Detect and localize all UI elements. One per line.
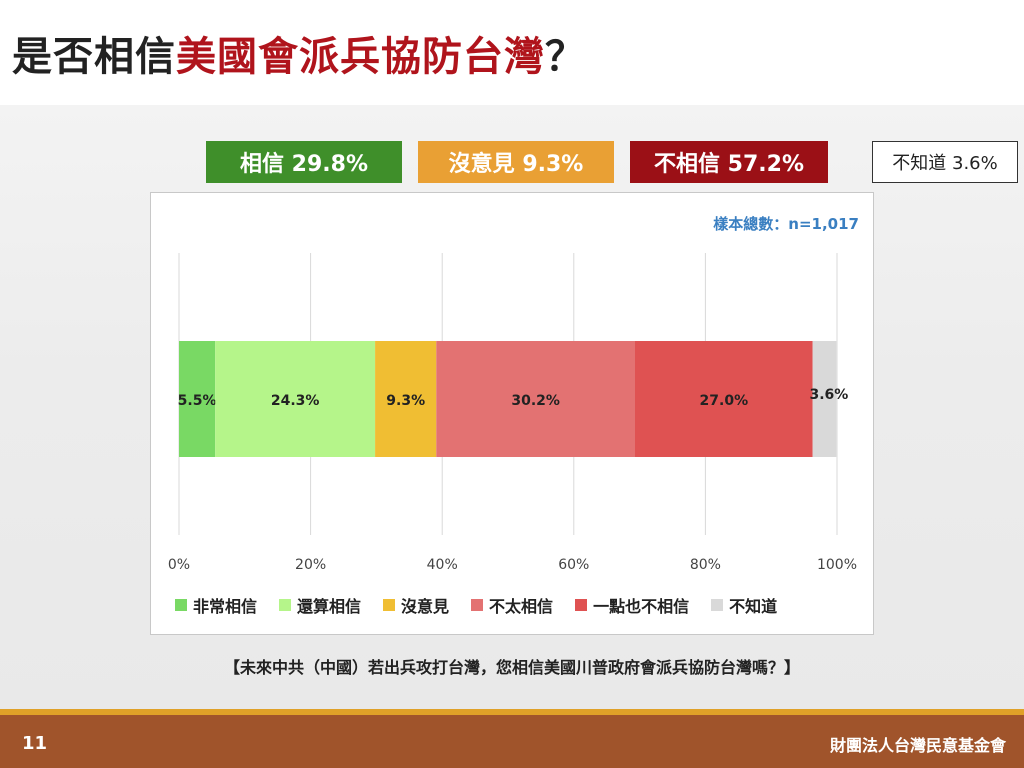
bar-segment: [436, 341, 635, 457]
data-label: 24.3%: [271, 393, 320, 409]
legend-label: 一點也不相信: [593, 597, 690, 616]
legend-item: 一點也不相信: [575, 593, 689, 617]
summary-disbelieve-label: 不相信 57.2%: [654, 152, 804, 177]
legend-label: 還算相信: [297, 597, 362, 616]
page-title: 是否相信美國會派兵協防台灣？: [12, 24, 586, 82]
legend-label: 不知道: [729, 597, 778, 616]
x-tick-label: 80%: [690, 557, 721, 573]
summary-believe: 相信 29.8%: [206, 141, 402, 183]
summary-dont-know-label: 不知道 3.6%: [892, 153, 998, 174]
legend-label: 不太相信: [489, 597, 554, 616]
x-tick-label: 0%: [168, 557, 190, 573]
legend-item: 還算相信: [279, 593, 361, 617]
legend-swatch: [175, 599, 187, 611]
summary-no-opinion-label: 沒意見 9.3%: [448, 152, 584, 177]
chart-panel: 樣本總數：n=1,017 0% 20% 40% 60% 80% 100% 5.5% 24.3%…: [150, 192, 874, 635]
x-tick-label: 100%: [817, 557, 857, 573]
summary-no-opinion: 沒意見 9.3%: [418, 141, 614, 183]
legend-item: 不太相信: [471, 593, 553, 617]
footer-accent-line: [0, 709, 1024, 715]
sample-size: 樣本總數：n=1,017: [713, 215, 859, 233]
legend-item: 沒意見: [383, 593, 449, 617]
x-tick-label: 60%: [558, 557, 589, 573]
data-label: 30.2%: [511, 393, 560, 409]
title-suffix: ？: [545, 34, 586, 80]
legend-swatch: [279, 599, 292, 611]
chart-legend: 非常相信 還算相信 沒意見 不太相信 一點也不相信 不知道: [175, 593, 777, 617]
summary-believe-label: 相信 29.8%: [240, 152, 368, 177]
title-bar: 是否相信美國會派兵協防台灣？: [0, 0, 1024, 105]
legend-label: 沒意見: [401, 597, 450, 616]
bar-segment: [634, 341, 813, 457]
bar-segment: [215, 341, 376, 457]
x-tick-label: 40%: [427, 557, 458, 573]
data-label: 27.0%: [700, 393, 749, 409]
title-highlight: 美國會派兵協防台灣: [176, 34, 545, 80]
data-label: 5.5%: [178, 393, 217, 409]
legend-swatch: [711, 599, 724, 611]
legend-swatch: [383, 599, 396, 611]
bar-segment: [179, 341, 216, 457]
summary-dont-know: 不知道 3.6%: [872, 141, 1018, 183]
legend-swatch: [575, 599, 588, 611]
legend-item: 非常相信: [175, 593, 257, 617]
legend-label: 非常相信: [193, 597, 258, 616]
organization-name: 財團法人台灣民意基金會: [829, 736, 1006, 755]
legend-swatch: [471, 599, 484, 611]
x-tick-label: 20%: [295, 557, 326, 573]
page-number: 11: [22, 733, 48, 754]
bar-segment: [375, 341, 437, 457]
data-label: 3.6%: [810, 387, 849, 403]
footer-bar: 11 財團法人台灣民意基金會: [0, 715, 1024, 768]
survey-question: 【未來中共（中國）若出兵攻打台灣，您相信美國川普政府會派兵協防台灣嗎？】: [223, 658, 800, 677]
bar-segment: [812, 341, 837, 457]
title-prefix: 是否相信: [12, 34, 176, 80]
data-label: 9.3%: [386, 393, 425, 409]
summary-disbelieve: 不相信 57.2%: [630, 141, 828, 183]
stacked-bar-chart: 0% 20% 40% 60% 80% 100% 5.5% 24.3% 9.3% 30.2% 27.0…: [168, 253, 857, 573]
legend-item: 不知道: [711, 593, 777, 617]
